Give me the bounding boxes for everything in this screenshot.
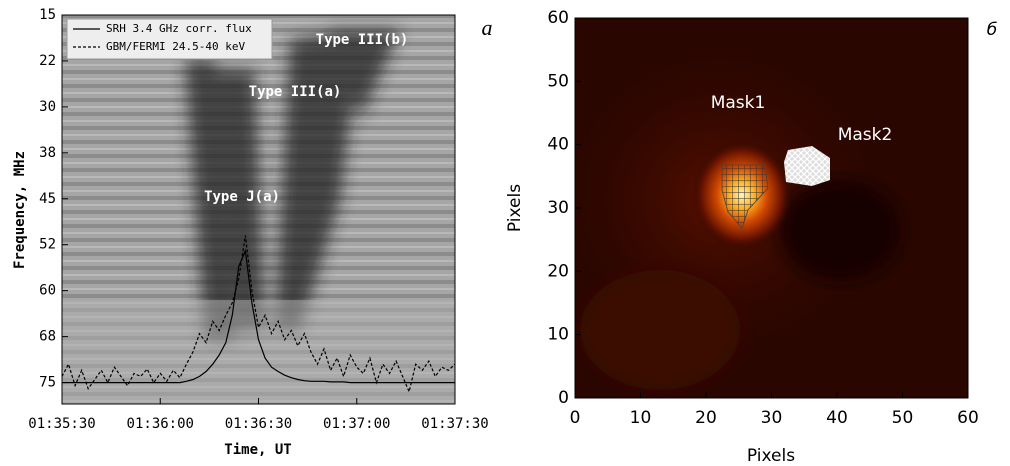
y-tick-label: 60 [39, 283, 56, 299]
y-tick-label: 30 [39, 99, 56, 115]
x-tick-label: 0 [570, 408, 581, 428]
annotation: Type J(a) [204, 189, 280, 205]
y-tick-label: 30 [547, 198, 569, 218]
y-tick-label: 40 [547, 135, 569, 155]
x-axis-label: Time, UT [224, 442, 291, 458]
annotation: Mask2 [838, 125, 893, 145]
x-tick-label: 10 [630, 408, 652, 428]
y-axis-label: Pixels [505, 184, 525, 232]
y-tick-label: 52 [39, 237, 56, 253]
y-tick-label: 15 [39, 7, 56, 23]
panel-label: а [482, 15, 493, 40]
legend-label: SRH 3.4 GHz corr. flux [106, 22, 252, 35]
y-tick-label: 60 [547, 8, 569, 28]
legend-box [66, 18, 273, 60]
x-tick-label: 20 [695, 408, 717, 428]
x-axis-label: Pixels [747, 446, 795, 466]
x-tick-label: 01:36:00 [127, 416, 194, 432]
panel-label: б [987, 20, 997, 40]
y-tick-label: 22 [39, 53, 56, 69]
y-tick-label: 68 [39, 329, 56, 345]
legend [66, 18, 273, 60]
series-line [62, 235, 455, 394]
annotation: Mask1 [711, 93, 766, 113]
x-tick-label: 60 [957, 408, 979, 428]
chart-panel: 0 10 20 30 40 50 60 0 10 20 30 40 50 60 Pixels Pixels б M… [505, 8, 997, 466]
x-tick-label: 30 [761, 408, 783, 428]
y-tick-label: 50 [547, 71, 569, 91]
legend-label: GBM/FERMI 24.5-40 keV [106, 40, 245, 53]
spectrum-image [62, 15, 455, 404]
y-tick-label: 10 [547, 325, 569, 345]
x-tick-label: 01:36:30 [225, 416, 292, 432]
x-tick-label: 01:35:30 [28, 416, 95, 432]
y-tick-label: 75 [39, 375, 56, 391]
x-tick-label: 01:37:30 [421, 416, 488, 432]
y-tick-label: 38 [39, 145, 56, 161]
chart-panel: 01:35:30 01:36:00 01:36:30 01:37:00 01:37:30… [12, 7, 493, 458]
y-tick-label: 0 [558, 388, 569, 408]
y-tick-label: 20 [547, 261, 569, 281]
series-line [62, 248, 455, 384]
y-axis-label: Frequency, MHz [12, 151, 28, 269]
heatmap-image [575, 18, 968, 398]
x-tick-label: 40 [826, 408, 848, 428]
annotation: Type III(a) [249, 84, 342, 100]
y-tick-label: 45 [39, 191, 56, 207]
annotation: Type III(b) [316, 32, 409, 48]
x-tick-label: 01:37:00 [323, 416, 390, 432]
x-tick-label: 50 [892, 408, 914, 428]
